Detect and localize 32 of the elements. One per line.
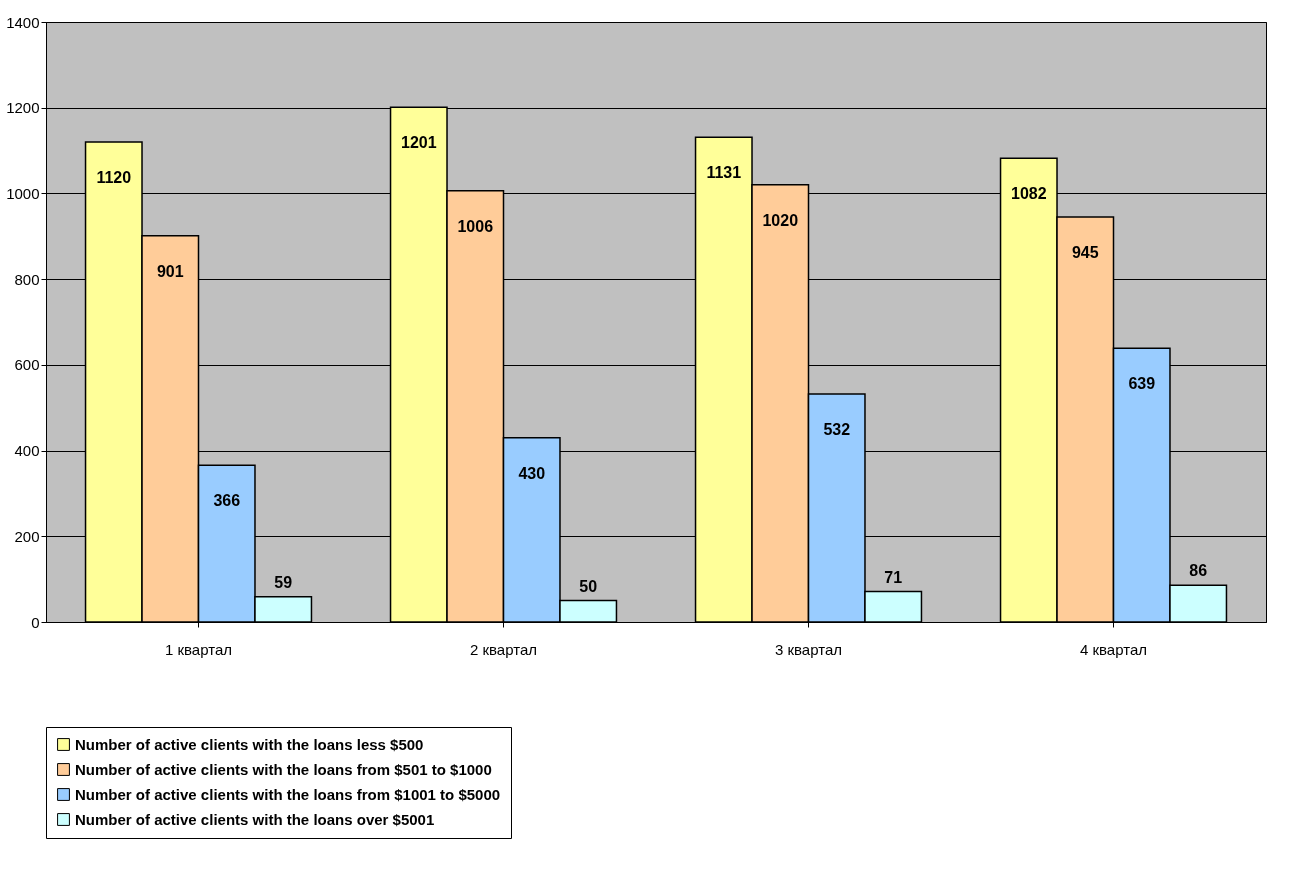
data-label: 59 (274, 573, 293, 591)
data-label: 945 (1071, 244, 1099, 261)
x-tick-label: 3 квартал (774, 640, 843, 658)
x-tick-label: 1 квартал (164, 640, 233, 658)
y-tick-label: 400 (14, 442, 40, 460)
x-tick-label: 2 квартал (469, 640, 538, 658)
y-tick-label: 200 (14, 527, 40, 545)
data-label: 1082 (1010, 185, 1047, 203)
y-tick-label: 0 (31, 613, 40, 631)
y-tick-label: 1000 (6, 184, 40, 202)
y-tick-label: 600 (14, 356, 40, 374)
data-label: 901 (156, 262, 184, 280)
data-label: 532 (823, 421, 851, 438)
data-label: 50 (579, 577, 598, 595)
legend-label: Number of active clients with the loans over $5001 (75, 810, 435, 828)
data-label: 1201 (400, 134, 437, 152)
legend-label: Number of active clients with the loans less $500 (75, 735, 424, 753)
y-tick-label: 1200 (6, 99, 40, 117)
legend-label: Number of active clients with the loans from $1001 to $5000 (75, 785, 501, 803)
data-label: 86 (1189, 562, 1208, 580)
data-label: 366 (213, 492, 241, 510)
data-label: 430 (518, 464, 546, 482)
x-tick-label: 4 квартал (1079, 640, 1148, 658)
y-tick-label: 800 (14, 270, 40, 288)
data-label: 1131 (706, 164, 742, 182)
data-label: 639 (1128, 375, 1156, 393)
legend-label: Number of active clients with the loans from $501 to $1000 (75, 760, 492, 778)
data-label: 1006 (457, 217, 494, 235)
data-label: 1020 (762, 211, 799, 229)
data-label: 71 (884, 568, 903, 586)
data-label: 1120 (96, 169, 132, 186)
y-tick-label: 1400 (6, 13, 40, 31)
